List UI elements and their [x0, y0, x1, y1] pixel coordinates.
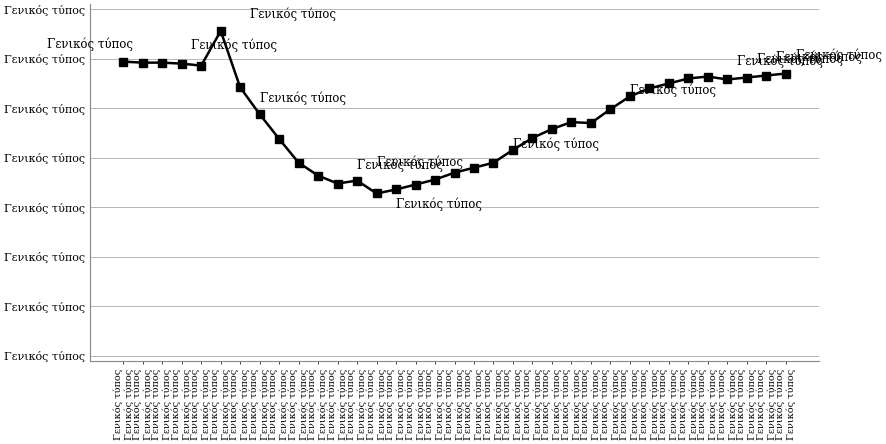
- Text: Γενικός τύπος: Γενικός τύπος: [47, 37, 133, 51]
- Text: Γενικός τύπος: Γενικός τύπος: [357, 158, 443, 172]
- Text: Γενικός τύπος: Γενικός τύπος: [260, 92, 346, 105]
- Text: Γενικός τύπος: Γενικός τύπος: [250, 8, 336, 21]
- Text: Γενικός τύπος: Γενικός τύπος: [396, 198, 481, 211]
- Text: Γενικός τύπος: Γενικός τύπος: [775, 50, 861, 63]
- Text: Γενικός τύπος: Γενικός τύπος: [377, 155, 462, 169]
- Text: Γενικός τύπος: Γενικός τύπος: [629, 84, 715, 97]
- Text: Γενικός τύπος: Γενικός τύπος: [191, 38, 277, 52]
- Text: Γενικός τύπος: Γενικός τύπος: [756, 52, 842, 66]
- Text: Γενικός τύπος: Γενικός τύπος: [512, 137, 598, 151]
- Text: Γενικός τύπος: Γενικός τύπος: [795, 48, 881, 62]
- Text: Γενικός τύπος: Γενικός τύπος: [736, 54, 822, 67]
